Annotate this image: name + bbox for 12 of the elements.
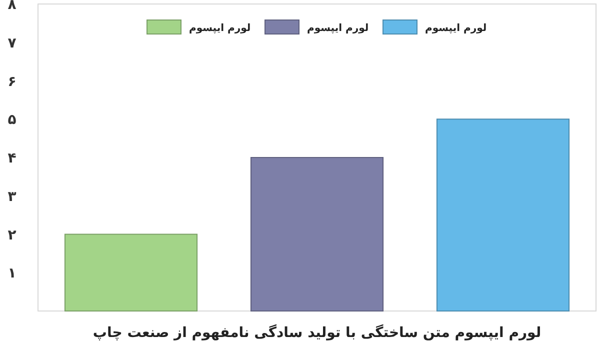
- legend-label: لورم ایپسوم: [425, 23, 487, 34]
- y-tick-label: ۱: [8, 266, 16, 282]
- x-axis-title: لورم ایپسوم متن ساختگی با تولید سادگی نامفهوم از صنعت چاپ: [92, 324, 542, 341]
- y-tick-label: ۴: [8, 150, 17, 166]
- y-tick-label: ۲: [8, 227, 17, 244]
- y-tick-label: ۸: [8, 0, 17, 13]
- legend-label: لورم ایپسوم: [307, 23, 369, 34]
- y-tick-label: ۵: [8, 112, 17, 128]
- y-tick-label: ۳: [8, 188, 17, 205]
- legend-label: لورم ایپسوم: [189, 23, 251, 34]
- y-tick-label: ۷: [8, 35, 17, 52]
- y-tick-label: ۶: [8, 74, 16, 90]
